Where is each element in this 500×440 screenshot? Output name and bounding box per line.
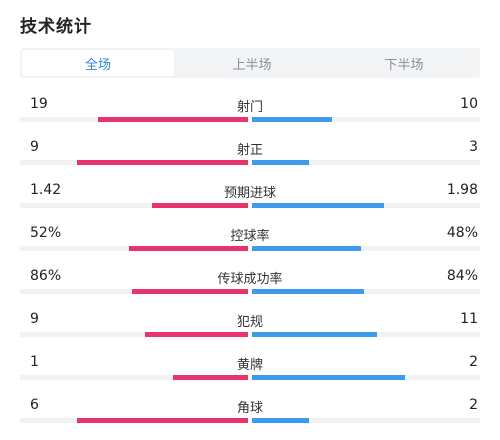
home-bar-track [20,117,248,122]
away-value: 2 [469,397,478,413]
away-bar-track [252,332,480,337]
away-bar [252,289,364,294]
home-bar-track [20,246,248,251]
home-bar [129,246,248,251]
home-value: 52% [30,225,62,241]
tab-first-half[interactable]: 上半场 [232,57,272,73]
home-bar [77,418,248,423]
stat-label: 传球成功率 [217,272,283,287]
away-bar [252,117,332,122]
stat-row: 19 射门 10 [20,96,480,136]
away-bar-track [252,203,480,208]
home-value: 9 [30,139,39,155]
away-value: 2 [469,354,478,370]
away-bar [252,332,378,337]
home-value: 19 [30,96,48,112]
stat-row: 6 角球 2 [20,397,480,437]
stat-label: 射正 [236,143,263,158]
home-bar-track [20,332,248,337]
home-bar [131,289,248,294]
home-bar [145,332,248,337]
tab-second-half[interactable]: 下半场 [384,57,424,73]
stat-row: 9 犯规 11 [20,311,480,351]
stat-label: 预期进球 [223,186,276,201]
stat-row: 52% 控球率 48% [20,225,480,265]
away-bar-track [252,289,480,294]
stat-row: 1.42 预期进球 1.98 [20,182,480,222]
home-value: 1.42 [30,182,62,198]
away-bar-track [252,418,480,423]
away-bar [252,375,405,380]
away-bar [252,203,385,208]
home-bar [172,375,248,380]
away-value: 48% [446,225,478,241]
stat-row: 1 黄牌 2 [20,354,480,394]
away-value: 84% [446,268,478,284]
stat-label: 角球 [236,401,263,416]
away-bar-track [252,160,480,165]
home-value: 9 [30,311,39,327]
stat-row: 86% 传球成功率 84% [20,268,480,308]
away-value: 11 [460,311,478,327]
away-bar [252,246,362,251]
home-bar [97,117,248,122]
stat-label: 黄牌 [236,358,263,373]
home-bar [77,160,248,165]
away-value: 1.98 [446,182,478,198]
away-bar [252,160,309,165]
home-bar [152,203,248,208]
home-bar-track [20,375,248,380]
stat-label: 控球率 [230,229,270,244]
home-value: 86% [30,268,62,284]
home-bar-track [20,289,248,294]
away-value: 10 [460,96,478,112]
away-bar-track [252,375,480,380]
page-title: 技术统计 [20,17,92,37]
home-value: 6 [30,397,39,413]
away-bar [252,418,309,423]
stat-label: 射门 [236,100,263,115]
home-value: 1 [30,354,39,370]
home-bar-track [20,160,248,165]
away-value: 3 [469,139,478,155]
home-bar-track [20,203,248,208]
away-bar-track [252,246,480,251]
tab-full-match[interactable]: 全场 [22,50,174,76]
stat-label: 犯规 [236,315,263,330]
home-bar-track [20,418,248,423]
period-tabs: 全场 上半场 下半场 [20,48,480,78]
away-bar-track [252,117,480,122]
stat-row: 9 射正 3 [20,139,480,179]
